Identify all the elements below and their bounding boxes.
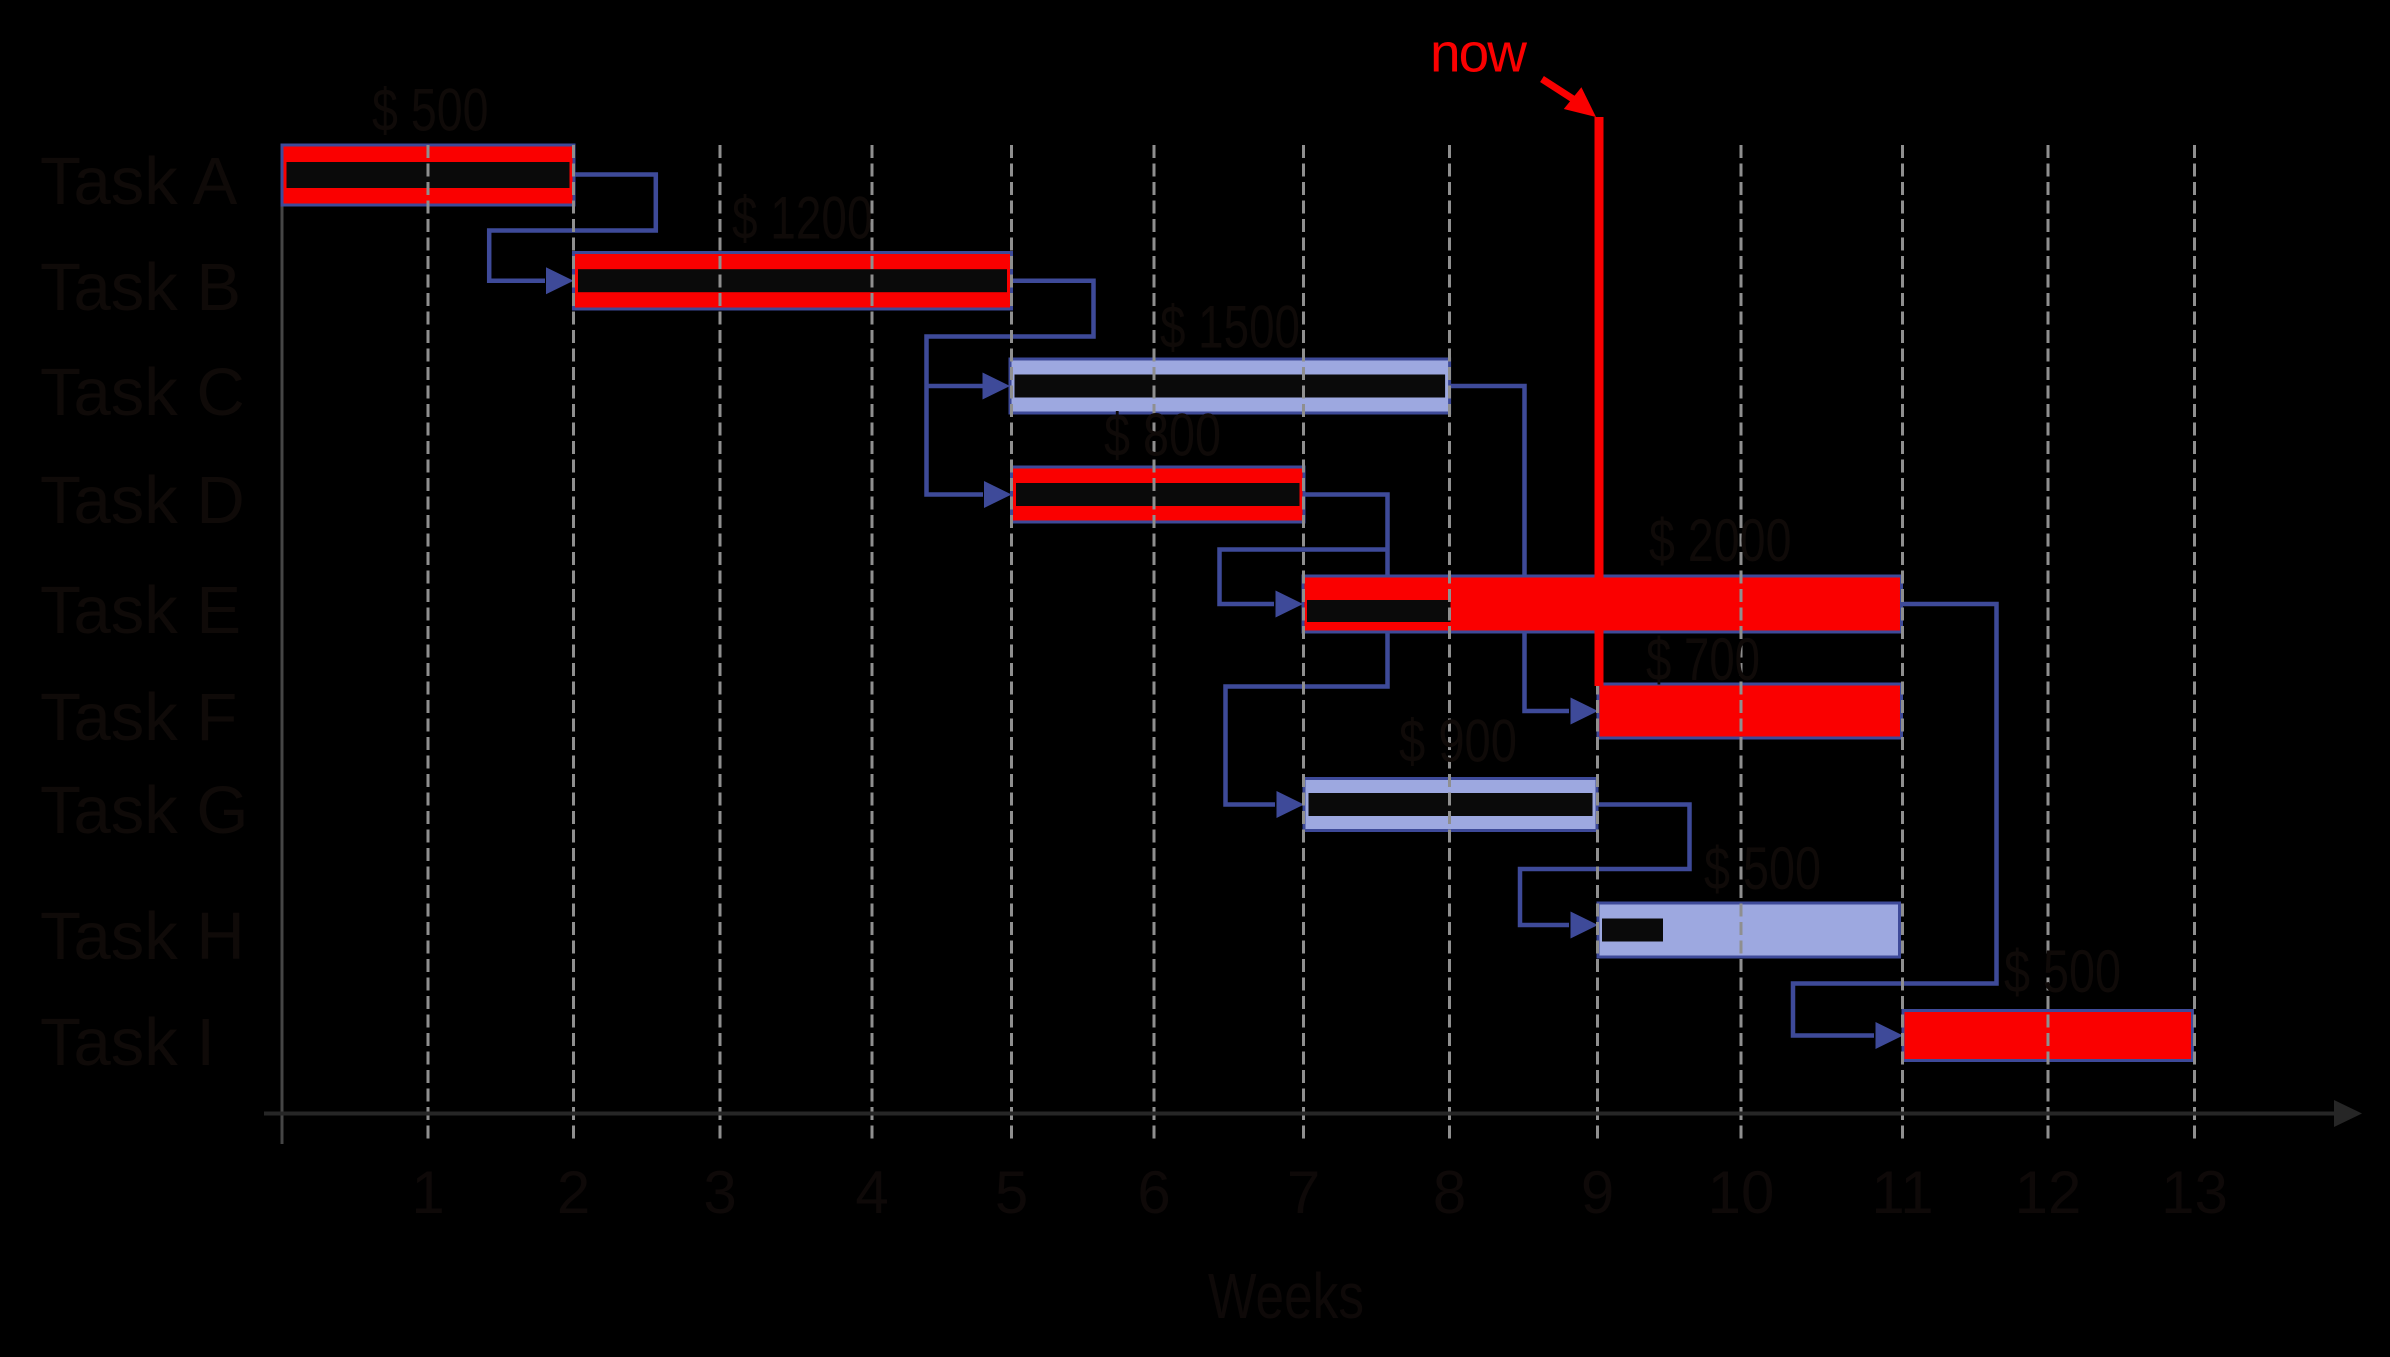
svg-text:6: 6: [1137, 1159, 1170, 1226]
svg-text:$ 2000: $ 2000: [1649, 507, 1792, 574]
svg-text:Task I: Task I: [40, 1005, 215, 1080]
svg-text:Task F: Task F: [40, 680, 237, 755]
svg-text:10: 10: [1708, 1159, 1775, 1226]
svg-text:Task G: Task G: [40, 773, 249, 848]
svg-text:$ 1200: $ 1200: [732, 184, 873, 251]
svg-text:4: 4: [855, 1159, 888, 1226]
svg-text:$ 1500: $ 1500: [1160, 293, 1300, 360]
svg-text:Weeks: Weeks: [1208, 1260, 1364, 1332]
svg-text:now: now: [1430, 22, 1527, 84]
svg-text:$ 900: $ 900: [1399, 708, 1517, 775]
svg-text:Task B: Task B: [40, 250, 241, 325]
svg-text:Task A: Task A: [40, 144, 238, 219]
svg-text:7: 7: [1287, 1159, 1320, 1226]
svg-text:Task C: Task C: [40, 355, 245, 430]
svg-text:Task E: Task E: [40, 573, 241, 648]
svg-text:1: 1: [411, 1159, 444, 1226]
svg-text:13: 13: [2161, 1159, 2228, 1226]
svg-text:$ 500: $ 500: [2004, 938, 2121, 1005]
svg-text:$ 700: $ 700: [1646, 626, 1760, 693]
svg-text:$ 800: $ 800: [1104, 402, 1221, 469]
svg-text:11: 11: [1871, 1159, 1933, 1226]
svg-text:5: 5: [995, 1159, 1028, 1226]
svg-text:8: 8: [1433, 1159, 1466, 1226]
svg-text:9: 9: [1581, 1159, 1614, 1226]
svg-text:$ 500: $ 500: [372, 77, 489, 144]
svg-text:12: 12: [2015, 1159, 2082, 1226]
svg-text:$ 500: $ 500: [1704, 835, 1821, 902]
svg-text:3: 3: [703, 1159, 736, 1226]
svg-text:2: 2: [557, 1159, 590, 1226]
svg-text:Task H: Task H: [40, 899, 245, 974]
svg-text:Task D: Task D: [40, 463, 245, 538]
